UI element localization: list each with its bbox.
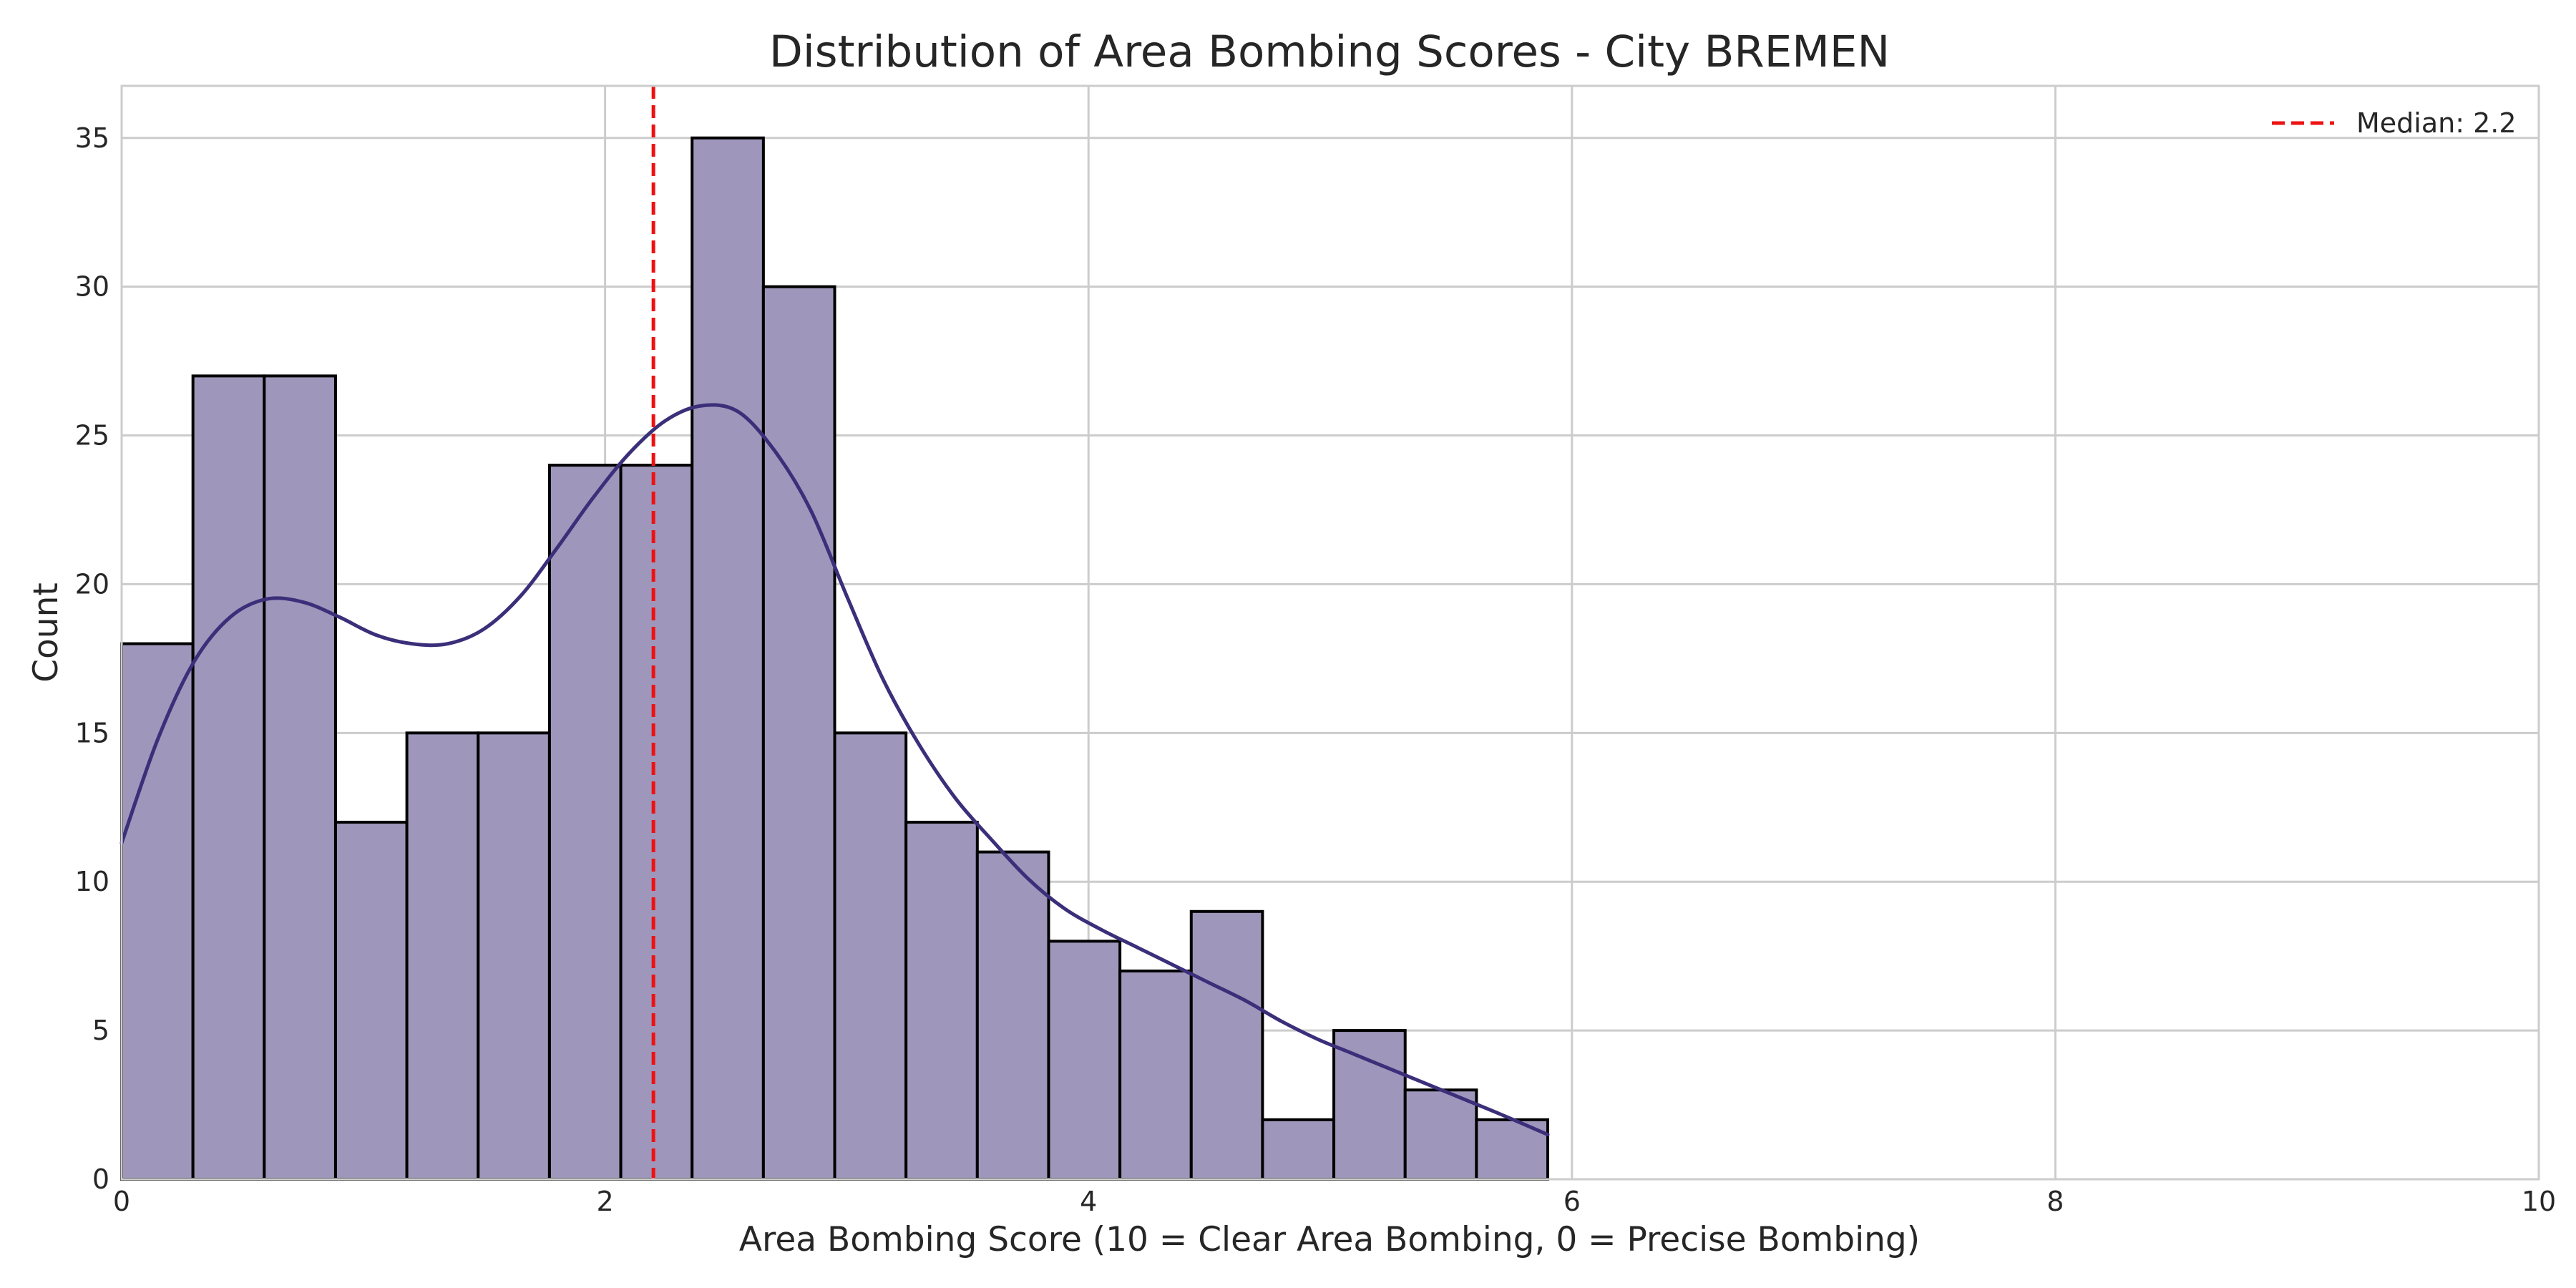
- histogram-bar: [263, 374, 337, 1181]
- y-tick-label: 30: [75, 271, 109, 303]
- x-tick-label: 4: [1080, 1186, 1097, 1217]
- y-tick-label: 20: [75, 568, 109, 600]
- y-tick-labels: 0 5 10 15 20 25 30 35: [75, 122, 109, 1195]
- histogram-bar: [191, 374, 266, 1181]
- histogram-bar: [333, 821, 409, 1181]
- histogram-bar: [1189, 909, 1264, 1181]
- y-tick-label: 5: [92, 1015, 109, 1046]
- histogram-bar: [619, 464, 694, 1181]
- y-tick-label: 25: [75, 420, 109, 452]
- histogram-bar: [1261, 1118, 1336, 1181]
- x-tick-label: 10: [2522, 1186, 2556, 1217]
- y-tick-label: 35: [75, 122, 109, 154]
- y-axis-label: Count: [26, 582, 66, 683]
- y-tick-label: 0: [92, 1163, 109, 1195]
- legend: Median: 2.2: [2272, 107, 2517, 139]
- histogram-bar: [1332, 1029, 1407, 1181]
- histogram-bars: [120, 136, 1550, 1181]
- histogram-bar: [547, 464, 623, 1181]
- histogram-bar: [975, 850, 1050, 1181]
- histogram-bar: [691, 136, 765, 1181]
- histogram-bar: [761, 285, 836, 1181]
- legend-median-label: Median: 2.2: [2356, 107, 2517, 139]
- y-tick-label: 10: [75, 866, 109, 897]
- histogram-bar: [833, 731, 908, 1181]
- kde-curve-group: [119, 403, 1550, 1137]
- x-axis-label: Area Bombing Score (10 = Clear Area Bomb…: [739, 1220, 1920, 1259]
- x-tick-label: 6: [1563, 1186, 1581, 1217]
- histogram-bar: [405, 731, 480, 1181]
- x-tick-labels: 0 2 4 6 8 10: [113, 1186, 2556, 1217]
- x-tick-label: 0: [113, 1186, 130, 1217]
- histogram-bar: [1403, 1088, 1478, 1181]
- x-tick-label: 8: [2046, 1186, 2064, 1217]
- plot-frame: [120, 84, 2540, 1181]
- y-tick-label: 15: [75, 717, 109, 748]
- kde-curve: [119, 403, 1550, 1137]
- histogram-bar: [1047, 940, 1122, 1181]
- histogram-bar: [477, 731, 551, 1181]
- histogram-bar: [904, 821, 979, 1181]
- histogram-bar: [1118, 969, 1193, 1181]
- histogram-bar: [120, 642, 195, 1181]
- x-tick-label: 2: [597, 1186, 614, 1217]
- chart-title: Distribution of Area Bombing Scores - Ci…: [769, 26, 1890, 77]
